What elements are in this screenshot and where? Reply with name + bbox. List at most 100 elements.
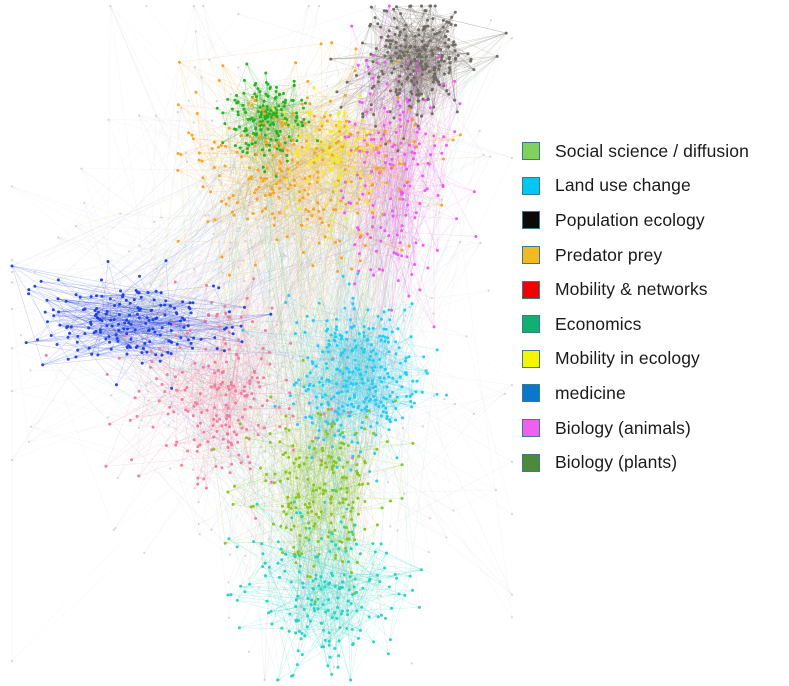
network-edge bbox=[305, 141, 339, 210]
network-edge bbox=[226, 161, 280, 205]
network-edge bbox=[164, 337, 270, 377]
network-edge bbox=[227, 333, 340, 412]
network-edge bbox=[370, 69, 419, 238]
network-edge bbox=[399, 69, 439, 94]
network-edge bbox=[180, 154, 321, 219]
network-edge bbox=[385, 111, 513, 159]
network-edge bbox=[225, 111, 386, 417]
network-edge bbox=[336, 24, 452, 93]
network-edge bbox=[194, 194, 336, 489]
network-edge bbox=[372, 107, 385, 218]
network-edge bbox=[370, 23, 426, 51]
network-edge bbox=[11, 260, 115, 530]
network-edge bbox=[358, 134, 385, 230]
network-edge bbox=[368, 119, 413, 202]
network-edge bbox=[384, 62, 401, 127]
network-edge bbox=[397, 32, 507, 151]
network-edge bbox=[269, 158, 444, 195]
network-edge bbox=[308, 200, 338, 511]
network-edge bbox=[225, 400, 277, 417]
network-edge bbox=[410, 67, 436, 92]
network-edge bbox=[384, 214, 457, 220]
network-edge bbox=[229, 363, 268, 457]
network-edge bbox=[414, 81, 434, 86]
network-edge bbox=[276, 87, 298, 117]
network-edge bbox=[419, 53, 469, 55]
network-edge bbox=[425, 69, 429, 100]
network-edge bbox=[11, 308, 30, 442]
network-edge bbox=[357, 65, 380, 270]
network-edge bbox=[400, 50, 435, 80]
network-edge bbox=[139, 245, 376, 436]
network-edge bbox=[362, 73, 435, 118]
network-edge bbox=[372, 141, 415, 185]
network-edge bbox=[107, 166, 260, 418]
network-edge bbox=[117, 200, 309, 479]
network-edge bbox=[261, 226, 376, 436]
network-edge bbox=[197, 278, 338, 394]
network-edge bbox=[403, 125, 419, 139]
network-edge bbox=[378, 132, 413, 275]
network-edge bbox=[244, 240, 385, 343]
network-edge bbox=[179, 62, 335, 157]
network-edge bbox=[354, 111, 388, 284]
network-edge bbox=[11, 239, 339, 349]
network-edge bbox=[372, 81, 455, 206]
network-edge bbox=[307, 198, 409, 476]
network-edge bbox=[373, 40, 387, 115]
network-edge bbox=[258, 123, 318, 173]
network-edge bbox=[392, 164, 419, 217]
network-edge bbox=[302, 147, 384, 169]
network-edge bbox=[110, 5, 278, 326]
network-edge bbox=[273, 406, 454, 511]
network-edge bbox=[222, 102, 306, 114]
network-edge bbox=[448, 41, 455, 95]
network-edge bbox=[313, 209, 320, 244]
network-edge bbox=[244, 140, 449, 356]
network-edge bbox=[385, 45, 420, 55]
network-edge bbox=[434, 5, 446, 44]
network-edge bbox=[375, 35, 400, 127]
network-edge bbox=[418, 21, 447, 71]
network-edge bbox=[393, 119, 413, 253]
network-edge bbox=[111, 395, 200, 535]
network-edge bbox=[390, 40, 393, 58]
network-edge bbox=[350, 150, 418, 165]
network-edge bbox=[81, 168, 283, 324]
network-edge bbox=[397, 125, 419, 151]
network-edge bbox=[269, 154, 484, 573]
network-edge bbox=[294, 233, 393, 366]
network-edge bbox=[148, 199, 443, 401]
network-edge bbox=[389, 140, 407, 216]
network-edge bbox=[418, 21, 448, 96]
network-edge bbox=[387, 441, 403, 499]
network-edge bbox=[409, 6, 443, 56]
network-edge bbox=[388, 36, 454, 46]
network-edge bbox=[380, 164, 391, 228]
network-edge bbox=[444, 42, 448, 91]
network-edge bbox=[399, 93, 433, 114]
network-edge bbox=[240, 140, 277, 149]
network-edge bbox=[275, 164, 384, 337]
network-edge bbox=[205, 215, 434, 314]
network-edge bbox=[219, 80, 281, 181]
network-edge bbox=[117, 5, 309, 479]
network-edge bbox=[163, 97, 271, 338]
network-edge bbox=[366, 152, 410, 297]
network-edge bbox=[274, 120, 347, 219]
network-edge bbox=[228, 94, 231, 467]
network-edge bbox=[163, 163, 387, 339]
network-edge bbox=[199, 446, 262, 535]
network-edge bbox=[370, 53, 430, 73]
network-edge bbox=[389, 30, 416, 47]
network-edge bbox=[417, 45, 425, 102]
network-edge bbox=[310, 294, 363, 456]
network-edge bbox=[256, 154, 336, 243]
network-edge bbox=[370, 24, 376, 127]
network-edge bbox=[379, 172, 386, 231]
network-edge bbox=[244, 122, 303, 132]
network-edge bbox=[195, 31, 234, 380]
network-edge bbox=[238, 228, 433, 299]
network-edge bbox=[410, 46, 439, 70]
network-edge bbox=[264, 236, 406, 452]
